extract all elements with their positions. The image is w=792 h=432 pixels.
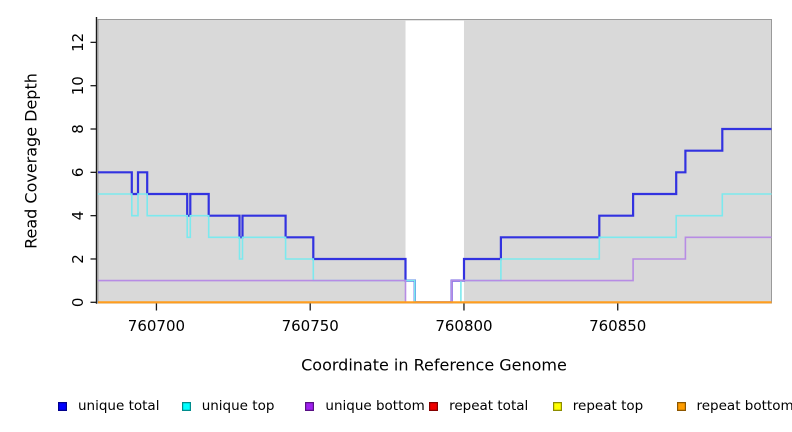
x-axis-tick-label: 760850 [589, 317, 646, 335]
y-axis-tick-label: 8 [69, 124, 87, 134]
x-axis-tick-label: 760750 [282, 317, 339, 335]
y-axis-tick-label: 2 [69, 254, 87, 264]
x-axis-tick-label: 760800 [435, 317, 492, 335]
y-axis-title: Read Coverage Depth [21, 73, 41, 249]
y-axis-tick-label: 4 [69, 211, 87, 221]
series-line-unique-top [98, 193, 772, 304]
series-line-unique-bottom [98, 236, 772, 304]
coverage-gap-band [405, 20, 464, 302]
x-axis-title: Coordinate in Reference Genome [301, 355, 567, 375]
x-axis-tick-label: 760700 [128, 317, 185, 335]
y-axis-tick-label: 0 [69, 298, 87, 308]
series-line-unique-total [98, 127, 772, 304]
y-axis-tick-label: 10 [69, 76, 87, 95]
y-axis-tick-label: 12 [69, 33, 87, 52]
y-axis-tick-label: 6 [69, 168, 87, 178]
